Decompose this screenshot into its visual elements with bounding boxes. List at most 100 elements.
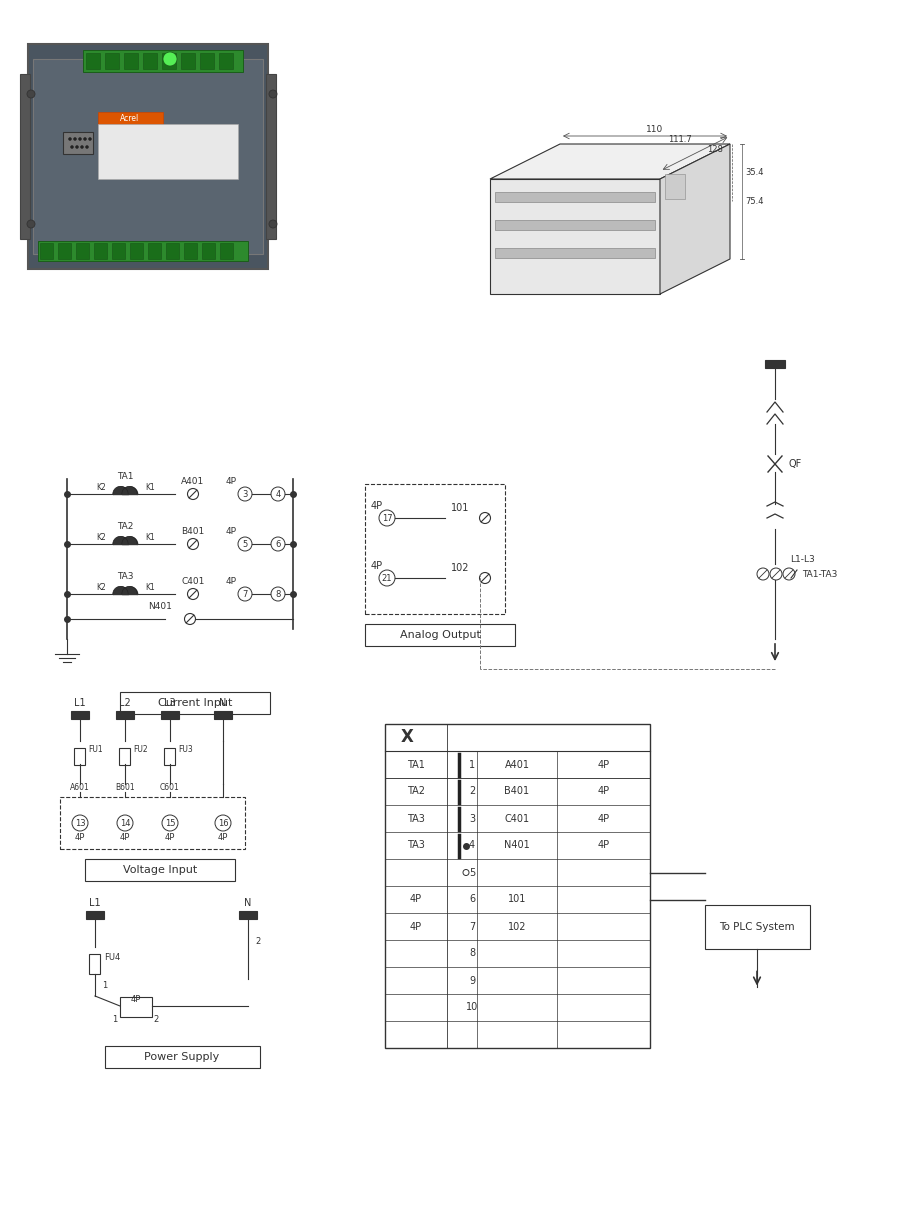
Text: C601: C601 [161, 783, 180, 791]
Circle shape [75, 145, 79, 149]
Text: A401: A401 [504, 759, 530, 769]
Text: Power Supply: Power Supply [144, 1052, 219, 1062]
Text: FU3: FU3 [179, 746, 193, 755]
Text: 4P: 4P [74, 833, 85, 841]
Circle shape [27, 219, 35, 228]
Bar [94, 243, 107, 258]
Text: L1: L1 [89, 898, 101, 908]
Text: 101: 101 [508, 895, 526, 904]
Circle shape [81, 145, 83, 149]
Bar [184, 243, 197, 258]
Text: N401: N401 [148, 601, 172, 611]
Text: 4P: 4P [598, 813, 610, 824]
Text: FU4: FU4 [104, 953, 120, 963]
Circle shape [71, 145, 73, 149]
Text: 8: 8 [276, 590, 280, 599]
Text: N401: N401 [504, 840, 530, 851]
Text: B401: B401 [504, 786, 530, 796]
Bar [20, 74, 30, 239]
Text: 75.4: 75.4 [746, 196, 765, 206]
Bar [76, 243, 89, 258]
Text: C401: C401 [181, 577, 205, 585]
Bar [162, 52, 176, 69]
Text: 4P: 4P [410, 895, 422, 904]
Text: 1: 1 [102, 981, 108, 991]
Text: 15: 15 [165, 818, 175, 828]
Bar [98, 112, 163, 124]
Bar [116, 711, 134, 719]
Text: 35.4: 35.4 [746, 167, 765, 177]
Bar [161, 711, 179, 719]
Text: L3: L3 [164, 698, 176, 708]
Text: 10: 10 [466, 1002, 478, 1013]
Circle shape [89, 138, 92, 140]
Text: 102: 102 [451, 563, 469, 573]
Text: 4P: 4P [598, 840, 610, 851]
Text: K1: K1 [145, 483, 155, 491]
Text: 1: 1 [112, 1014, 118, 1024]
Text: A601: A601 [70, 783, 90, 791]
Text: L1: L1 [74, 698, 86, 708]
Bar [71, 711, 89, 719]
Text: B401: B401 [181, 527, 205, 535]
Text: 4P: 4P [226, 577, 237, 585]
Bar [86, 52, 100, 69]
Text: 7: 7 [242, 590, 248, 599]
Circle shape [27, 90, 35, 98]
Text: 1: 1 [469, 759, 475, 769]
Bar [495, 247, 655, 258]
Text: 128: 128 [707, 145, 723, 154]
Text: 14: 14 [120, 818, 131, 828]
Polygon shape [490, 144, 730, 179]
Bar [365, 624, 515, 646]
Bar [33, 59, 263, 254]
Text: 21: 21 [382, 573, 392, 583]
Bar [120, 747, 131, 764]
Bar [200, 52, 214, 69]
Text: 4: 4 [276, 490, 280, 499]
Text: To PLC System: To PLC System [719, 922, 795, 931]
Text: 4P: 4P [371, 561, 383, 570]
Bar [214, 711, 232, 719]
Text: 111.7: 111.7 [668, 134, 692, 144]
Text: 4P: 4P [410, 922, 422, 931]
Bar [495, 219, 655, 230]
Text: A401: A401 [181, 477, 205, 485]
Bar [181, 52, 195, 69]
Text: TA2: TA2 [117, 522, 133, 530]
Bar [74, 747, 85, 764]
Bar [63, 132, 93, 154]
Bar [120, 997, 152, 1017]
Circle shape [85, 145, 89, 149]
Text: 4P: 4P [598, 759, 610, 769]
Text: L1-L3: L1-L3 [791, 555, 815, 563]
Text: TA1: TA1 [117, 472, 133, 480]
Text: 8: 8 [469, 948, 475, 958]
Text: Current Input: Current Input [158, 698, 232, 708]
Bar [112, 243, 125, 258]
Bar [239, 911, 257, 919]
Text: 4P: 4P [131, 995, 141, 1003]
Text: TA3: TA3 [117, 572, 133, 580]
Text: 4P: 4P [120, 833, 131, 841]
Bar [85, 859, 235, 881]
Text: Acrel: Acrel [121, 113, 140, 122]
Polygon shape [490, 179, 660, 294]
Bar [143, 52, 157, 69]
Bar [365, 484, 505, 614]
Text: 4P: 4P [598, 786, 610, 796]
Bar [120, 692, 270, 714]
Text: FU1: FU1 [89, 746, 103, 755]
Text: K1: K1 [145, 533, 155, 541]
Text: B601: B601 [115, 783, 135, 791]
Circle shape [69, 138, 72, 140]
Circle shape [83, 138, 86, 140]
Bar [765, 360, 785, 368]
Bar [266, 74, 276, 239]
Bar [86, 911, 104, 919]
Bar [83, 50, 243, 72]
Bar [219, 52, 233, 69]
Text: 101: 101 [451, 503, 469, 513]
Text: 2: 2 [469, 786, 475, 796]
Text: 5: 5 [469, 868, 475, 878]
